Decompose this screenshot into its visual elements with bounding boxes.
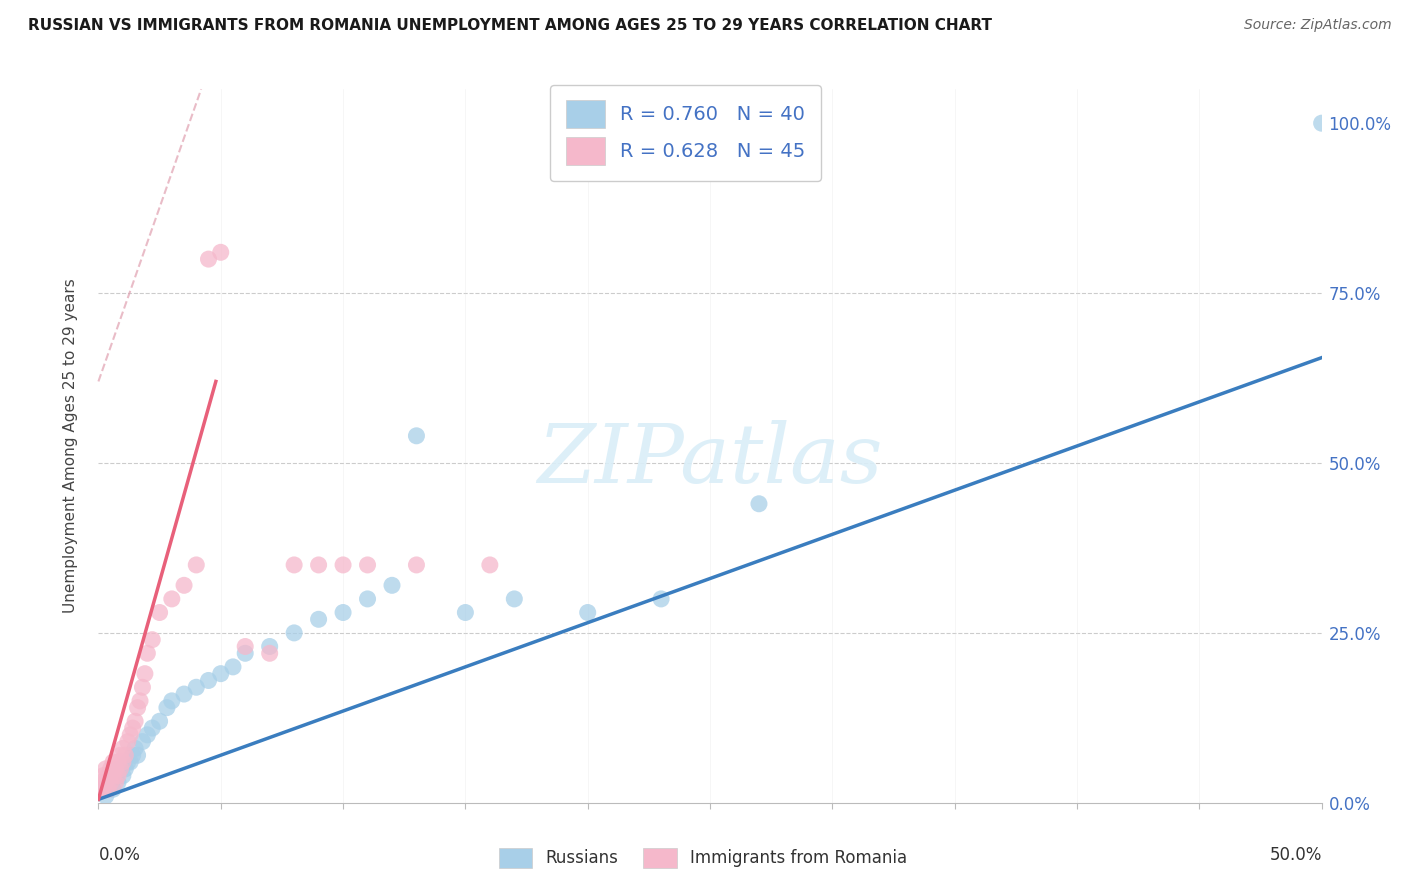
Point — [104, 762, 127, 776]
Point — [308, 612, 330, 626]
Point — [197, 252, 219, 266]
Point — [120, 728, 142, 742]
Point — [405, 429, 427, 443]
Point — [233, 640, 256, 654]
Point — [101, 755, 124, 769]
Point — [356, 591, 378, 606]
Point — [104, 769, 127, 783]
Point — [283, 626, 305, 640]
Point — [136, 646, 159, 660]
Point — [97, 769, 120, 783]
Point — [127, 748, 149, 763]
Point — [124, 714, 146, 729]
Point — [107, 769, 129, 783]
Point — [149, 714, 172, 729]
Point — [94, 775, 117, 789]
Point — [100, 762, 122, 776]
Point — [101, 782, 124, 797]
Text: Source: ZipAtlas.com: Source: ZipAtlas.com — [1244, 18, 1392, 32]
Point — [134, 666, 156, 681]
Point — [209, 666, 232, 681]
Legend: Russians, Immigrants from Romania: Russians, Immigrants from Romania — [492, 841, 914, 875]
Point — [454, 606, 477, 620]
Point — [136, 728, 159, 742]
Point — [90, 782, 112, 797]
Point — [173, 687, 195, 701]
Point — [233, 646, 256, 660]
Text: 50.0%: 50.0% — [1270, 846, 1322, 863]
Point — [107, 775, 129, 789]
Point — [141, 721, 163, 735]
Point — [186, 558, 208, 572]
Point — [110, 748, 132, 763]
Text: 0.0%: 0.0% — [98, 846, 141, 863]
Point — [120, 755, 142, 769]
Point — [104, 775, 127, 789]
Text: ZIPatlas: ZIPatlas — [537, 420, 883, 500]
Point — [149, 606, 172, 620]
Point — [173, 578, 195, 592]
Point — [131, 734, 153, 748]
Point — [356, 558, 378, 572]
Point — [114, 748, 136, 763]
Point — [94, 762, 117, 776]
Point — [111, 741, 134, 756]
Point — [110, 762, 132, 776]
Point — [111, 769, 134, 783]
Y-axis label: Unemployment Among Ages 25 to 29 years: Unemployment Among Ages 25 to 29 years — [63, 278, 77, 614]
Point — [107, 755, 129, 769]
Point — [478, 558, 501, 572]
Point — [100, 775, 122, 789]
Point — [97, 782, 120, 797]
Point — [117, 734, 139, 748]
Point — [97, 782, 120, 797]
Point — [91, 782, 114, 797]
Point — [129, 694, 152, 708]
Point — [259, 646, 281, 660]
Point — [186, 680, 208, 694]
Point — [111, 755, 134, 769]
Point — [94, 789, 117, 803]
Point — [127, 700, 149, 714]
Point — [332, 606, 354, 620]
Legend: R = 0.760   N = 40, R = 0.628   N = 45: R = 0.760 N = 40, R = 0.628 N = 45 — [550, 85, 821, 180]
Point — [101, 769, 124, 783]
Point — [121, 748, 143, 763]
Point — [283, 558, 305, 572]
Point — [121, 721, 143, 735]
Point — [222, 660, 245, 674]
Point — [197, 673, 219, 688]
Point — [259, 640, 281, 654]
Point — [91, 769, 114, 783]
Point — [160, 694, 183, 708]
Point — [90, 775, 112, 789]
Point — [503, 591, 526, 606]
Point — [308, 558, 330, 572]
Point — [1310, 116, 1333, 130]
Point — [209, 245, 232, 260]
Text: RUSSIAN VS IMMIGRANTS FROM ROMANIA UNEMPLOYMENT AMONG AGES 25 TO 29 YEARS CORREL: RUSSIAN VS IMMIGRANTS FROM ROMANIA UNEMP… — [28, 18, 993, 33]
Point — [124, 741, 146, 756]
Point — [156, 700, 179, 714]
Point — [332, 558, 354, 572]
Point — [114, 762, 136, 776]
Point — [91, 782, 114, 797]
Point — [141, 632, 163, 647]
Point — [576, 606, 599, 620]
Point — [748, 497, 770, 511]
Point — [160, 591, 183, 606]
Point — [381, 578, 404, 592]
Point — [405, 558, 427, 572]
Point — [110, 762, 132, 776]
Point — [650, 591, 672, 606]
Point — [117, 755, 139, 769]
Point — [100, 775, 122, 789]
Point — [131, 680, 153, 694]
